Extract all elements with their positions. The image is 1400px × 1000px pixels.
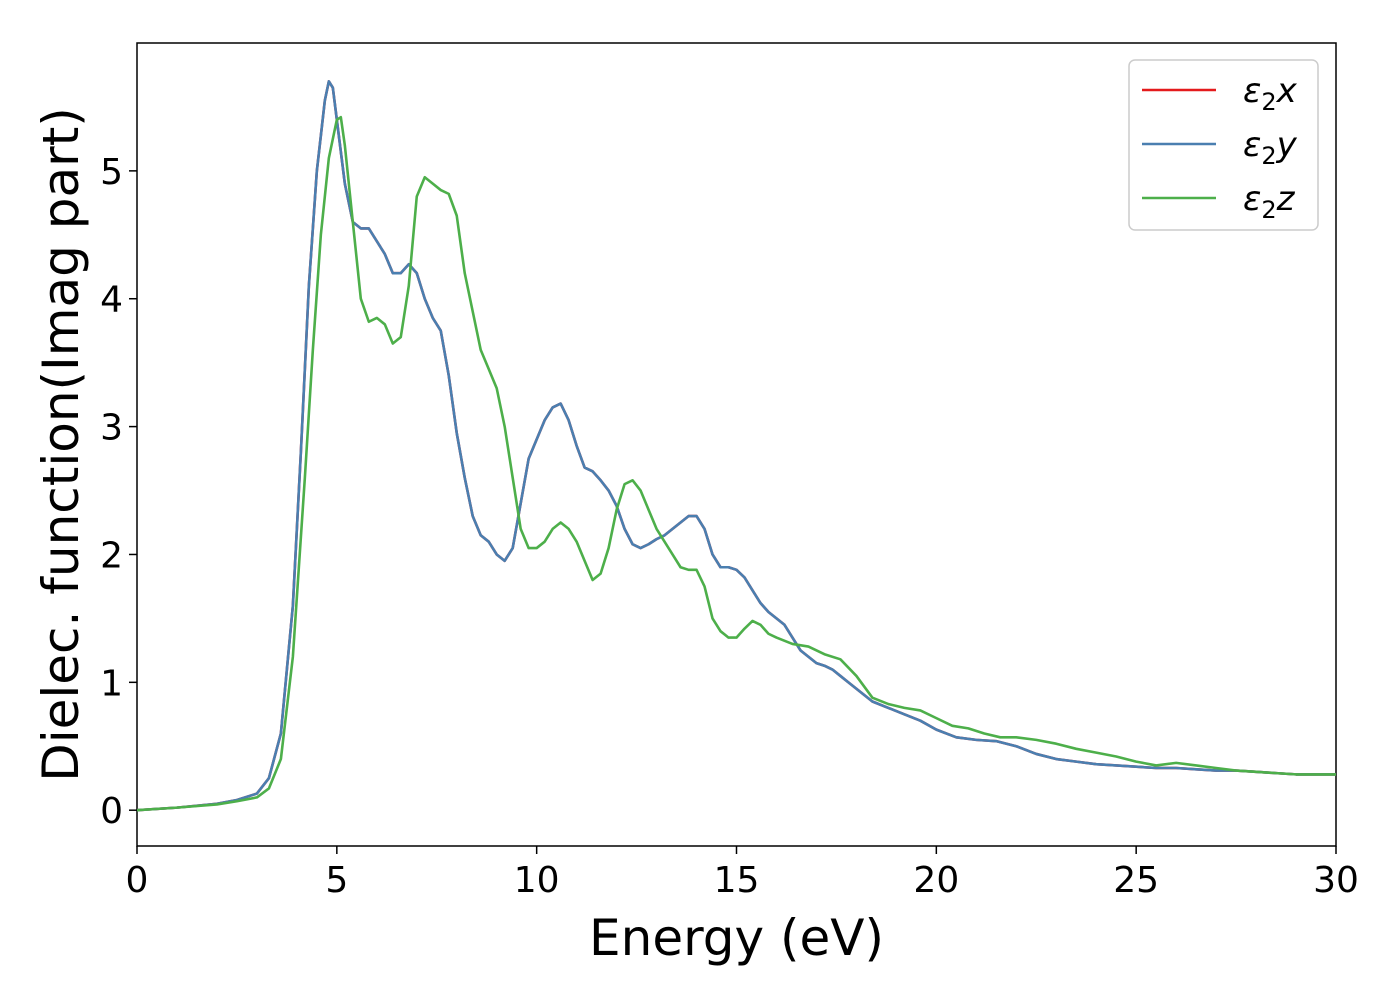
x-tick-label: 10	[514, 860, 560, 901]
legend-label-z: ε2z	[1243, 179, 1296, 224]
legend: ε2x ε2y ε2z	[1128, 59, 1319, 231]
series-layer	[137, 80, 1336, 812]
series-line-y	[137, 80, 1336, 812]
y-tick-label: 1	[100, 663, 123, 704]
x-axis-title: Energy (eV)	[589, 909, 884, 967]
x-axis-ticks: 0 5 10 15 20 25 30	[126, 846, 1359, 901]
x-tick-label: 0	[126, 860, 149, 901]
x-tick-label: 20	[913, 860, 959, 901]
y-axis-ticks: 0 1 2 3 4 5	[100, 152, 137, 832]
series-line-z	[137, 115, 1336, 812]
legend-label-x: ε2x	[1243, 71, 1298, 116]
y-tick-label: 0	[100, 791, 123, 832]
legend-box	[1128, 59, 1319, 231]
x-tick-label: 25	[1113, 860, 1159, 901]
y-tick-label: 3	[100, 408, 123, 449]
y-tick-label: 4	[100, 280, 123, 321]
y-axis-title: Dielec. function(Imag part)	[32, 107, 90, 782]
x-tick-label: 30	[1313, 860, 1359, 901]
y-tick-label: 5	[100, 152, 123, 193]
x-tick-label: 15	[714, 860, 760, 901]
y-tick-label: 2	[100, 535, 123, 576]
x-tick-label: 5	[325, 860, 348, 901]
legend-label-y: ε2y	[1243, 125, 1298, 170]
